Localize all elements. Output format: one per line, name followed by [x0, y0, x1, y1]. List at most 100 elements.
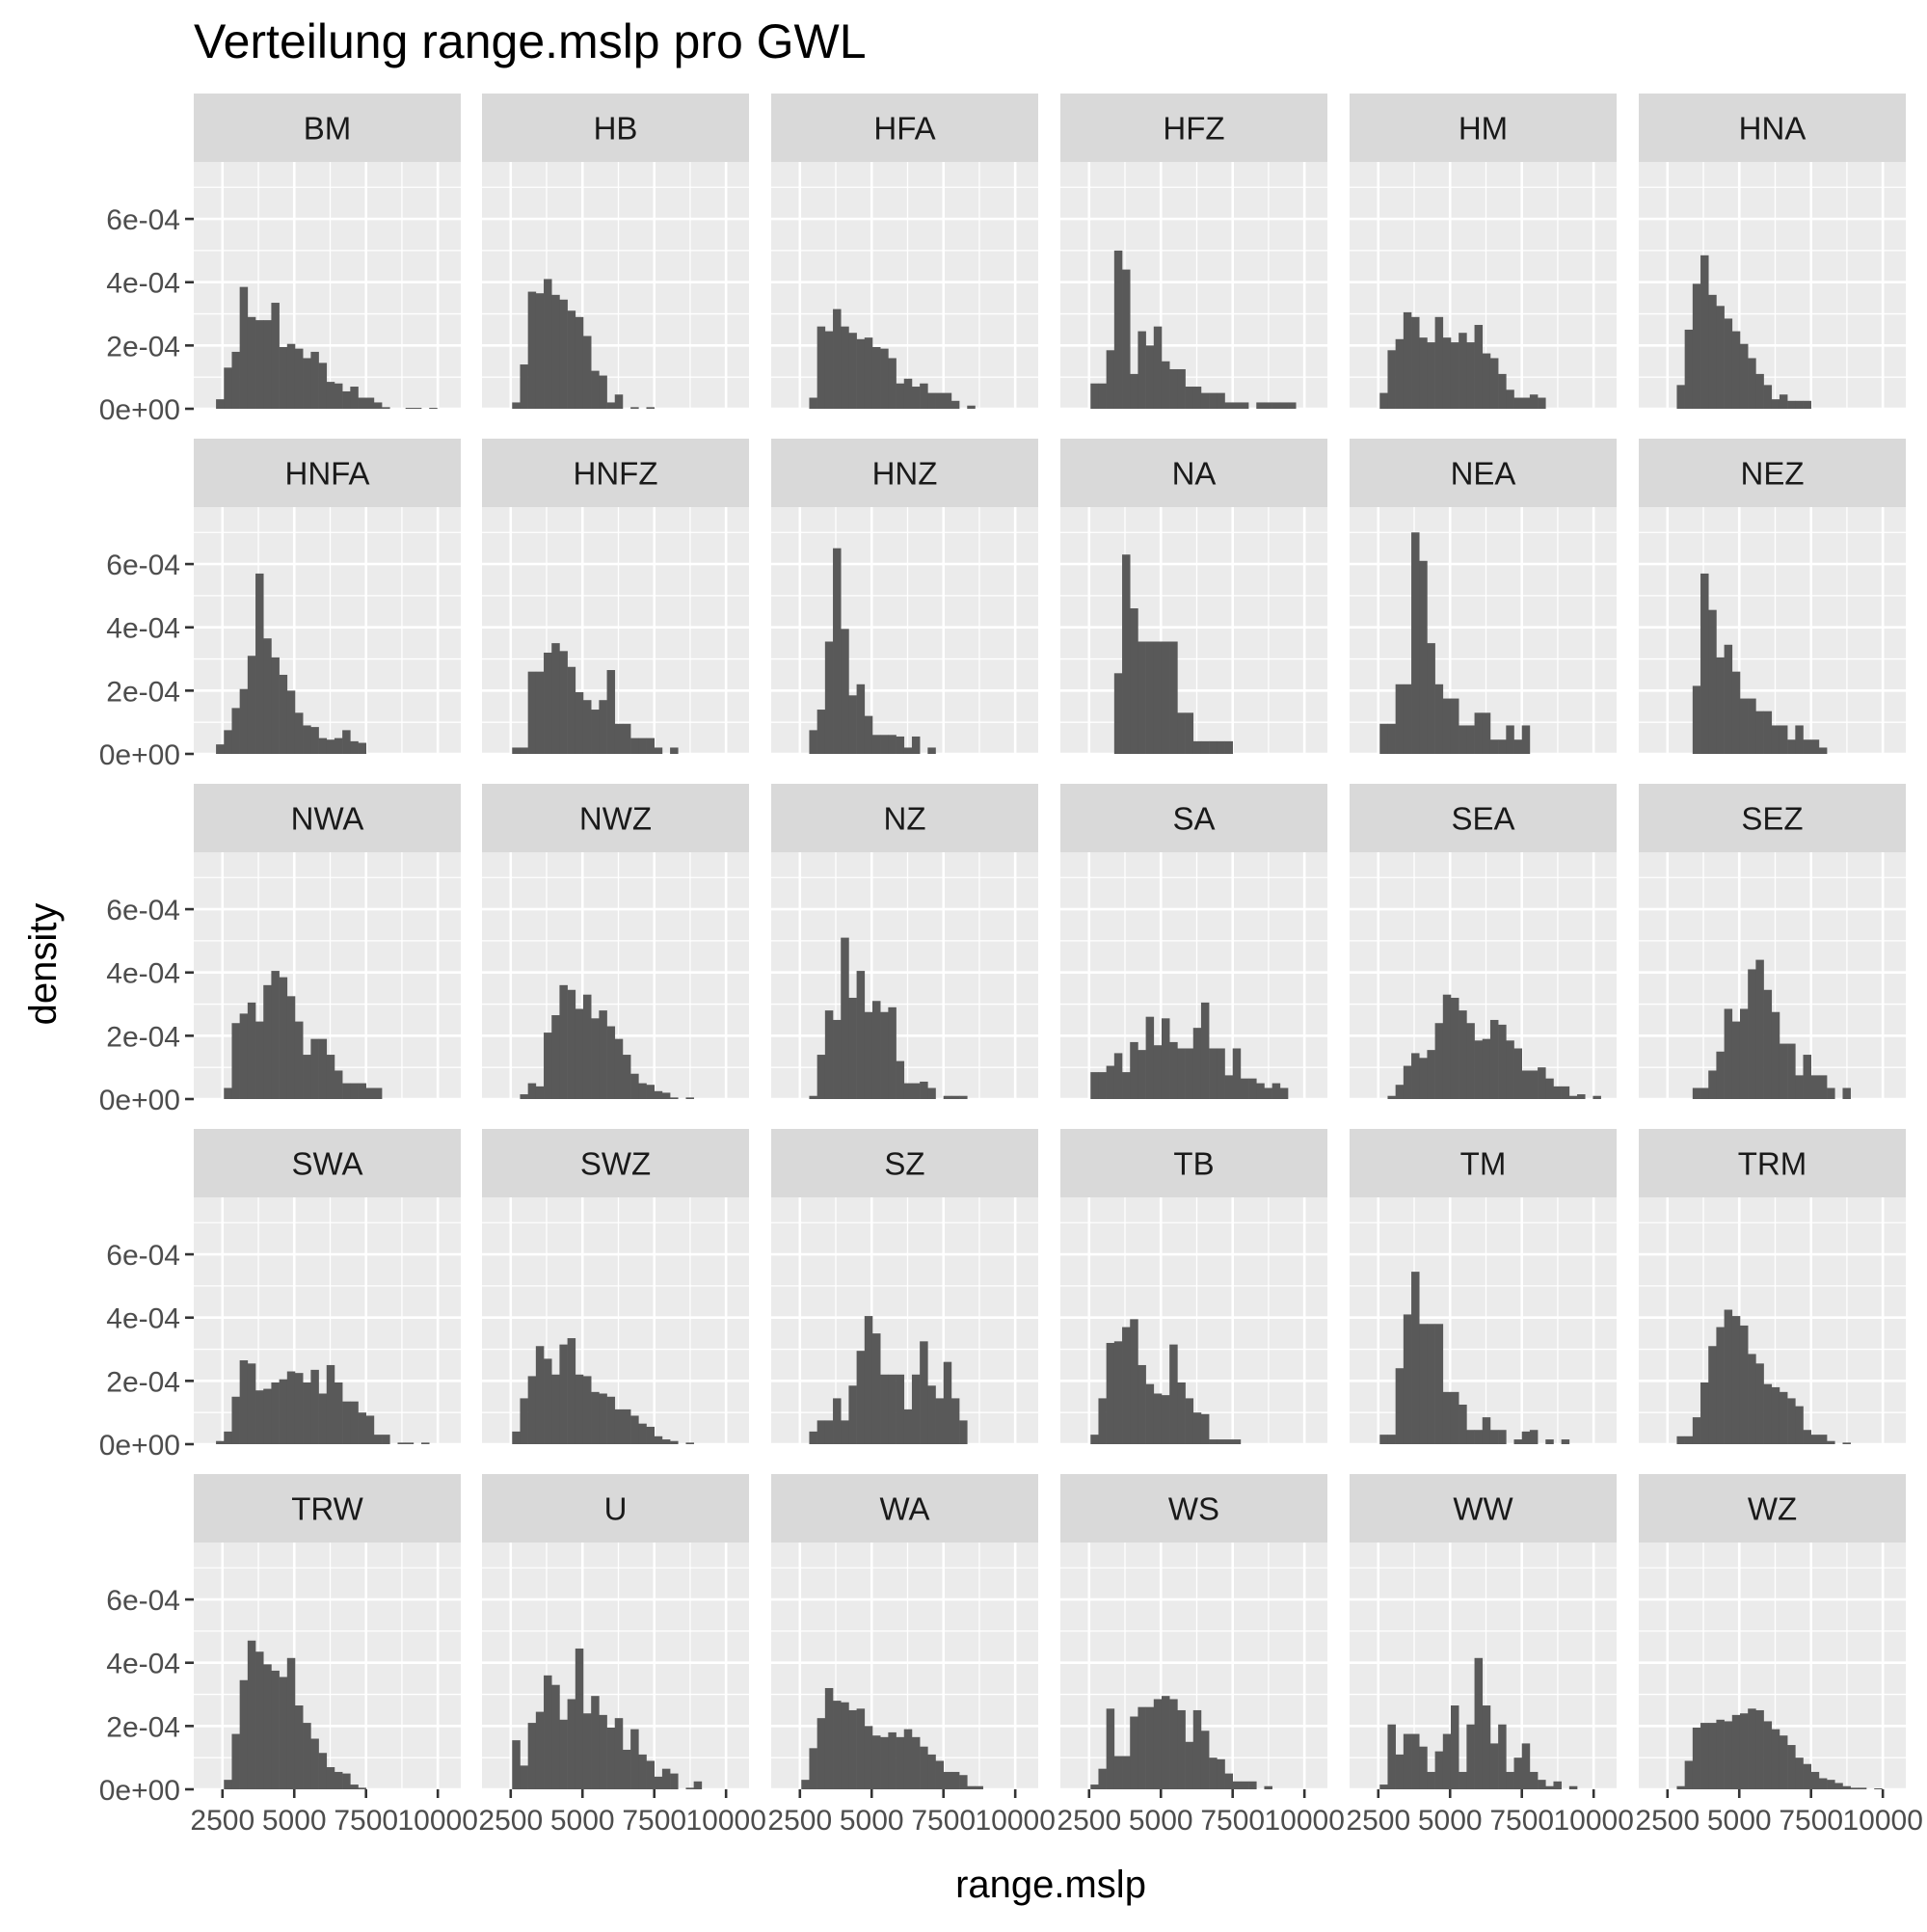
histogram-bar	[1731, 331, 1741, 409]
panel-background	[1060, 162, 1327, 409]
histogram-bar	[630, 1729, 639, 1789]
histogram-bar	[255, 320, 264, 409]
histogram-bar	[967, 405, 976, 409]
histogram-bar	[670, 1440, 679, 1444]
histogram-bar	[903, 378, 913, 409]
facet-strip-label: HFA	[873, 111, 935, 147]
x-axis-title: range.mslp	[955, 1864, 1146, 1906]
histogram-bar	[614, 1718, 624, 1789]
histogram-bar	[959, 1095, 968, 1099]
histogram-bar	[1209, 1048, 1218, 1099]
histogram-bar	[1264, 1087, 1272, 1099]
facet-strip-label: HNZ	[872, 456, 938, 492]
histogram-bar	[950, 1095, 960, 1099]
histogram-bar	[1755, 1709, 1764, 1789]
histogram-bar	[959, 1775, 968, 1789]
facet-strip-label: WZ	[1748, 1491, 1797, 1527]
histogram-bar	[373, 1435, 383, 1444]
histogram-bar	[1561, 1439, 1570, 1444]
x-tick-label: 10000	[975, 1805, 1055, 1837]
histogram-bar	[809, 730, 817, 754]
histogram-bar	[927, 1754, 936, 1789]
histogram-bar	[575, 1374, 584, 1444]
histogram-bar	[342, 730, 351, 754]
histogram-bar	[1232, 1439, 1242, 1444]
x-tick-label: 2500	[478, 1805, 543, 1837]
histogram-bar	[1708, 294, 1717, 409]
facet-strip-label: SA	[1172, 801, 1215, 837]
histogram-bar	[1708, 609, 1717, 754]
histogram-bar	[1161, 1696, 1170, 1789]
histogram-bar	[670, 1773, 679, 1789]
histogram-bar	[833, 309, 842, 409]
histogram-bar	[911, 1374, 921, 1444]
histogram-bar	[1161, 1395, 1170, 1444]
histogram-bar	[871, 347, 881, 409]
histogram-bar	[1153, 326, 1163, 409]
histogram-bar	[1474, 1040, 1484, 1099]
histogram-bar	[216, 744, 225, 754]
histogram-bar	[247, 656, 256, 754]
histogram-bar	[1130, 1319, 1138, 1444]
histogram-bar	[1098, 1398, 1107, 1444]
y-tick-label: 4e-04	[106, 1303, 180, 1335]
histogram-bar	[1700, 1087, 1709, 1099]
histogram-bar	[350, 740, 359, 754]
histogram-bar	[1787, 739, 1796, 754]
facet-strip	[194, 94, 461, 162]
histogram-bar	[326, 382, 335, 409]
facet-panel-ws: WS 2500 5000 7500 10000	[1057, 1474, 1345, 1837]
histogram-bar	[382, 1435, 390, 1444]
y-tick-label: 2e-04	[106, 1366, 180, 1398]
histogram-bar	[1684, 1760, 1694, 1789]
histogram-bar	[512, 1431, 521, 1444]
histogram-bar	[1795, 1758, 1804, 1789]
histogram-bar	[1153, 1699, 1163, 1789]
facet-strip	[1350, 439, 1617, 507]
facet-strip-label: HB	[594, 111, 638, 147]
facet-strip	[482, 784, 749, 852]
facet-strip	[1639, 784, 1906, 852]
histogram-bar	[1779, 1735, 1788, 1789]
histogram-bar	[935, 392, 945, 409]
histogram-bar	[1224, 402, 1234, 409]
histogram-bar	[1489, 1430, 1499, 1444]
histogram-bar	[880, 735, 889, 754]
histogram-bar	[382, 407, 390, 409]
histogram-bar	[318, 1393, 328, 1444]
histogram-bar	[1466, 1023, 1475, 1099]
histogram-bar	[1692, 1728, 1701, 1789]
histogram-bar	[856, 1351, 866, 1444]
histogram-bar	[567, 989, 576, 1099]
histogram-bar	[512, 747, 521, 754]
histogram-bar	[231, 1396, 240, 1444]
histogram-bar	[512, 1740, 521, 1789]
histogram-bar	[896, 1060, 905, 1099]
facet-strip-label: WA	[880, 1491, 930, 1527]
histogram-bar	[527, 1083, 537, 1099]
histogram-bar	[1137, 641, 1146, 754]
histogram-bar	[1130, 1716, 1138, 1789]
histogram-bar	[1200, 392, 1210, 409]
histogram-bar	[247, 316, 256, 409]
histogram-bar	[1482, 1417, 1491, 1444]
histogram-bar	[880, 1374, 889, 1444]
histogram-bar	[1153, 641, 1163, 754]
histogram-bar	[1482, 712, 1491, 754]
histogram-bar	[1779, 1391, 1788, 1444]
facet-strip	[482, 1129, 749, 1197]
histogram-bar	[1739, 1325, 1749, 1444]
facet-strip	[482, 439, 749, 507]
histogram-bar	[1403, 1733, 1412, 1789]
histogram-bar	[512, 402, 521, 409]
histogram-bar	[638, 1423, 647, 1444]
facet-strip	[771, 439, 1038, 507]
chart-title: Verteilung range.mslp pro GWL	[194, 14, 867, 68]
histogram-bar	[1771, 1729, 1780, 1789]
histogram-bar	[591, 1018, 600, 1099]
histogram-bar	[1842, 1442, 1851, 1444]
histogram-bar	[959, 1420, 968, 1444]
histogram-bar	[1858, 1787, 1867, 1789]
histogram-bar	[1145, 641, 1155, 754]
